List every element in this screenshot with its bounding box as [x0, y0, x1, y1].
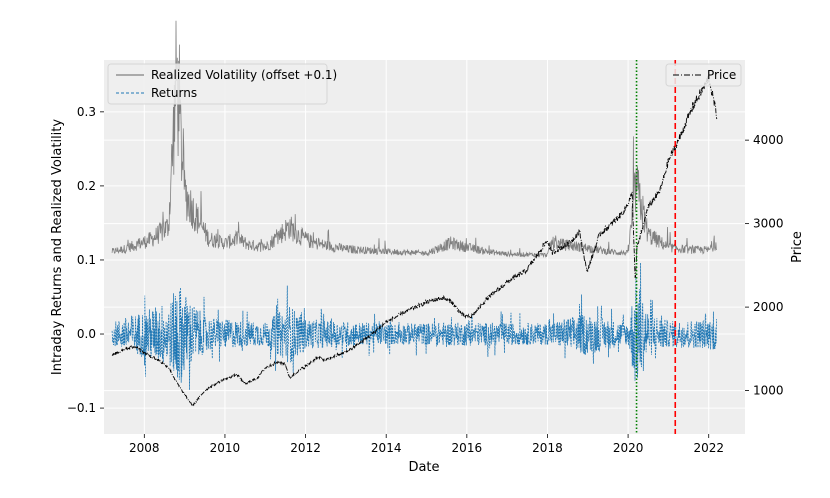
plot-background [104, 60, 745, 434]
vline-layer [635, 60, 677, 434]
returns-line [111, 262, 717, 391]
x-tick-label: 2012 [290, 441, 321, 455]
y-tick-label-left: 0.0 [77, 327, 96, 341]
series-layer [111, 20, 718, 408]
y-tick-label-right: 3000 [753, 217, 784, 231]
y-tick-label-left: 0.1 [77, 253, 96, 267]
legend-label-realized-volatility: Realized Volatility (offset +0.1) [151, 68, 337, 82]
price-line [111, 74, 718, 408]
legend-label-returns: Returns [151, 86, 197, 100]
y-tick-label-left: −0.1 [67, 401, 96, 415]
legend-left: Realized Volatility (offset +0.1) Return… [107, 63, 337, 105]
legend-label-price: Price [707, 68, 736, 82]
y-axis-label-left: Intraday Returns and Realized Volatility [50, 119, 65, 375]
x-tick-label: 2022 [693, 441, 724, 455]
x-tick-label: 2016 [452, 441, 483, 455]
y-tick-label-right: 4000 [753, 133, 784, 147]
x-axis-label: Date [408, 460, 439, 475]
y-tick-label-left: 0.3 [77, 105, 96, 119]
x-tick-label: 2010 [210, 441, 241, 455]
y-tick-label-left: 0.2 [77, 179, 96, 193]
y-tick-label-right: 2000 [753, 300, 784, 314]
x-tick-label: 2008 [129, 441, 160, 455]
y-axis-label-right: Price [790, 231, 805, 263]
grid [104, 60, 745, 434]
x-ticks: 2008 2010 2012 2014 2016 2018 2020 2022 [129, 434, 724, 455]
y-tick-label-right: 1000 [753, 384, 784, 398]
legend-right: Price [665, 63, 742, 87]
realized-volatility-line [111, 20, 718, 258]
y-ticks-left: −0.1 0.0 0.1 0.2 0.3 [67, 105, 104, 415]
x-tick-label: 2018 [532, 441, 563, 455]
x-tick-label: 2020 [613, 441, 644, 455]
x-tick-label: 2014 [371, 441, 402, 455]
y-ticks-right: 1000 2000 3000 4000 [745, 133, 784, 398]
